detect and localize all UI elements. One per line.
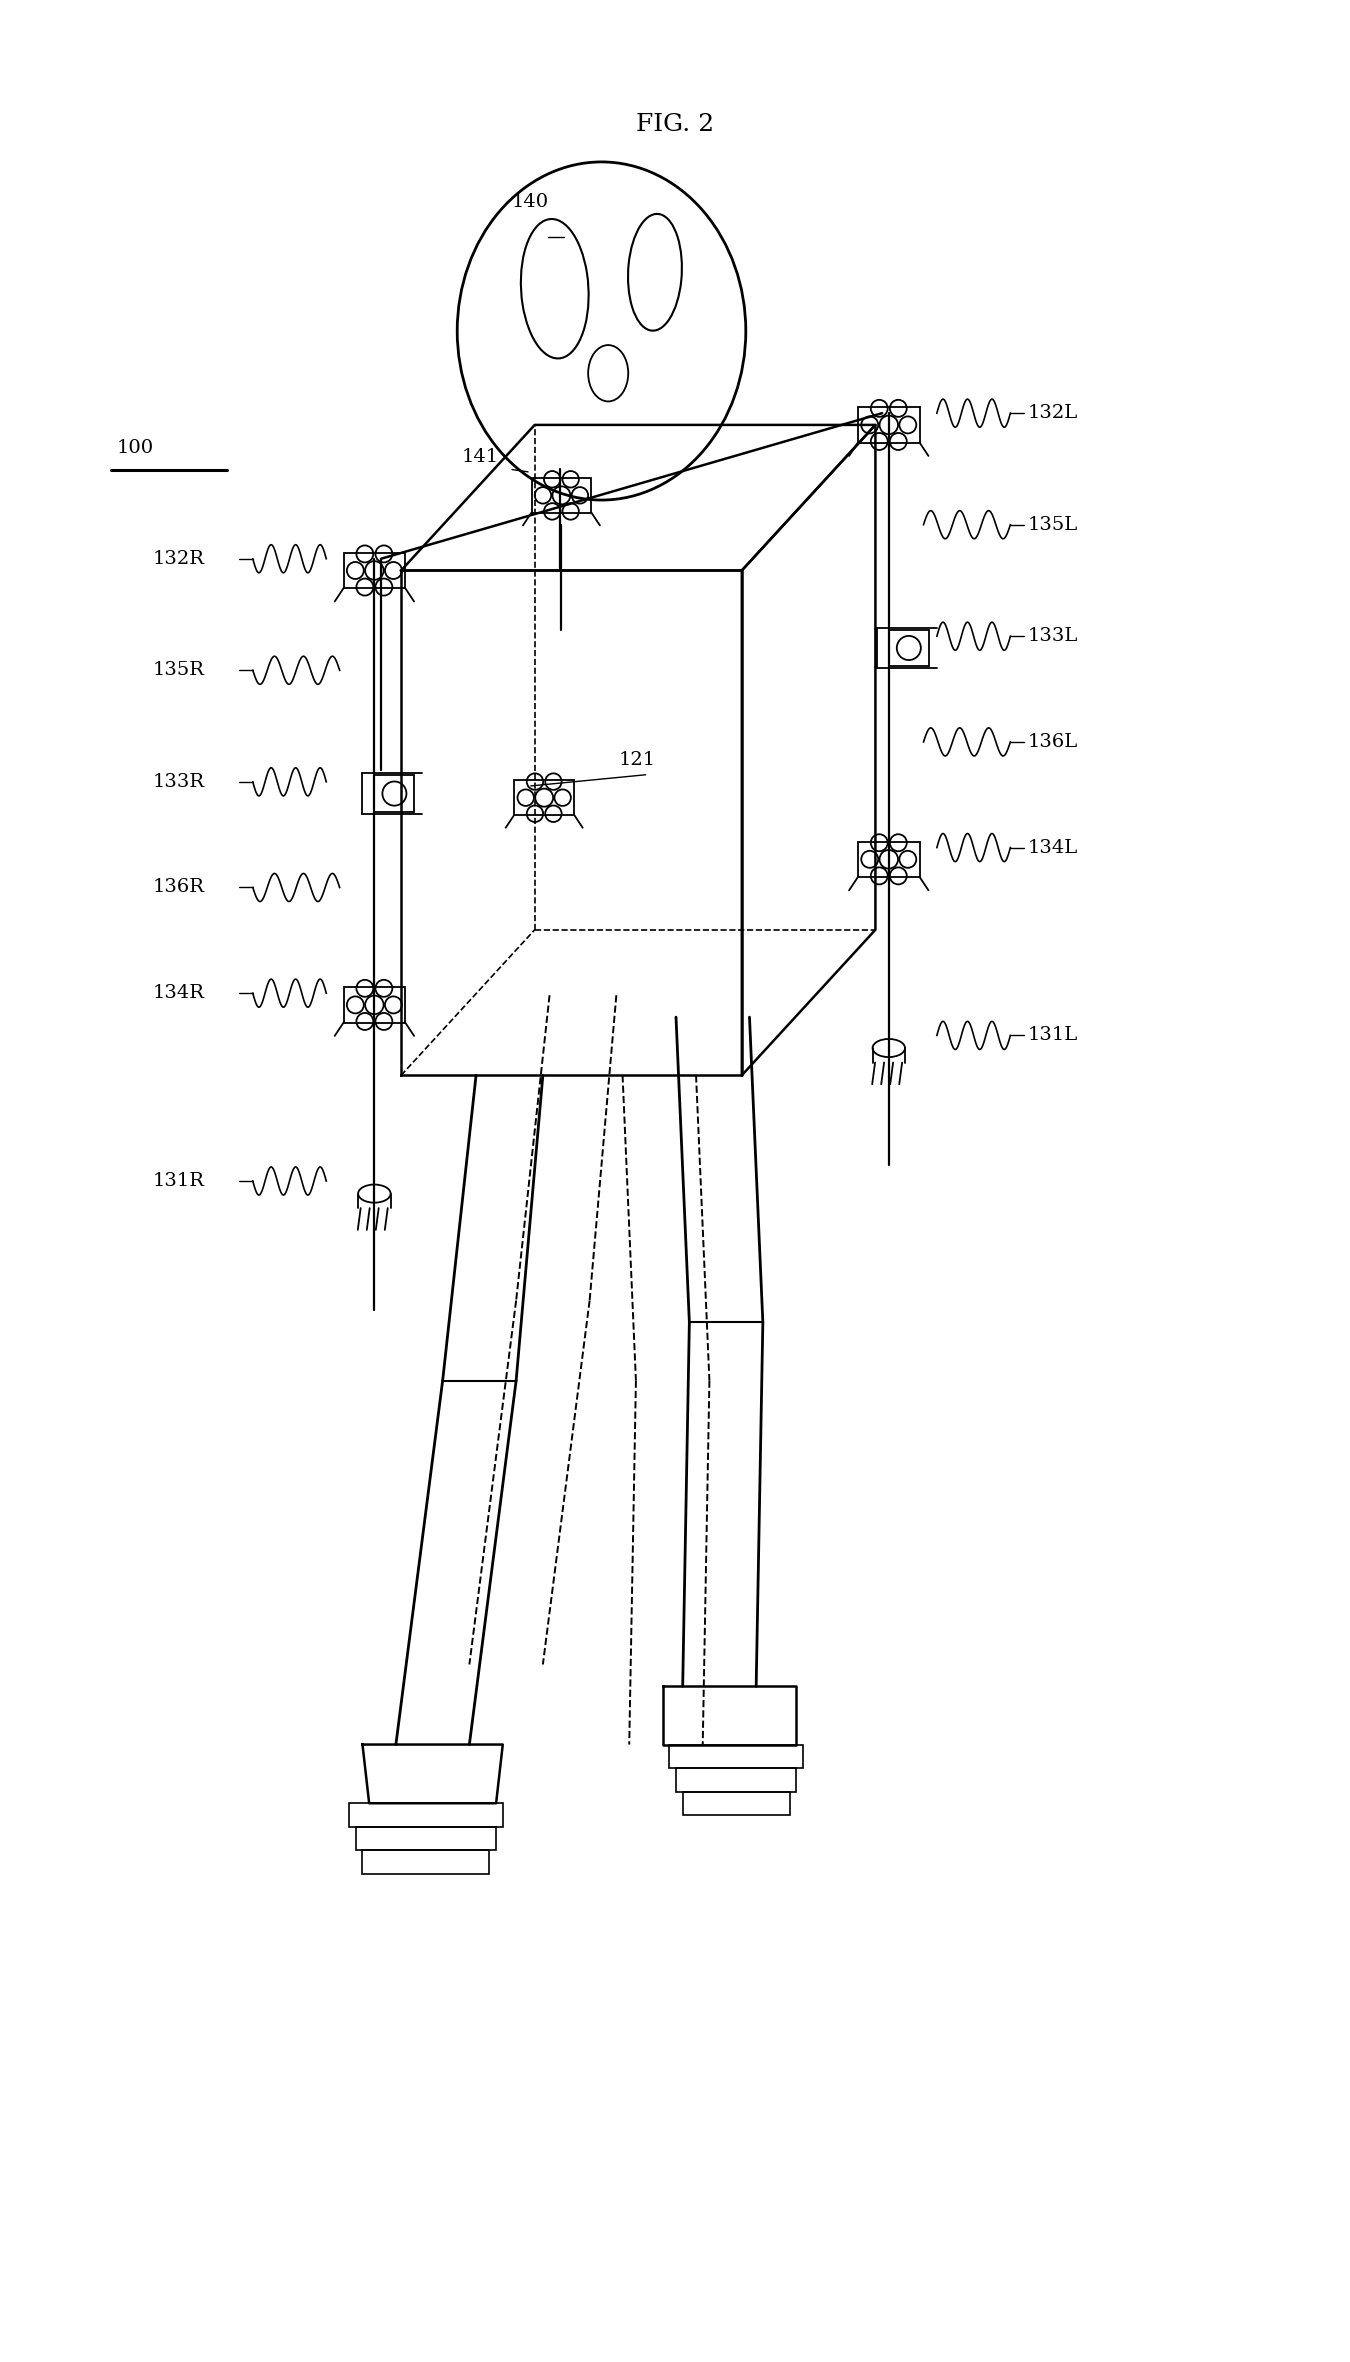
Text: 140: 140 bbox=[512, 194, 549, 210]
Bar bbox=[356, 1826, 495, 1849]
Text: 141: 141 bbox=[462, 449, 498, 465]
Bar bbox=[857, 406, 919, 442]
Text: 134L: 134L bbox=[1027, 839, 1079, 857]
Text: 133R: 133R bbox=[153, 772, 205, 791]
Text: 135L: 135L bbox=[1027, 515, 1079, 534]
Text: 132L: 132L bbox=[1027, 404, 1079, 423]
Text: 135R: 135R bbox=[153, 661, 205, 680]
Text: 134R: 134R bbox=[153, 985, 205, 1001]
Bar bbox=[350, 1802, 502, 1826]
Text: 136L: 136L bbox=[1027, 732, 1079, 751]
Text: 131R: 131R bbox=[153, 1172, 205, 1190]
Bar bbox=[857, 841, 919, 876]
Bar bbox=[363, 1849, 490, 1873]
Text: 100: 100 bbox=[116, 439, 154, 458]
Bar bbox=[532, 477, 591, 513]
Text: 121: 121 bbox=[618, 751, 656, 770]
Bar bbox=[343, 553, 405, 588]
Text: 132R: 132R bbox=[153, 550, 205, 567]
Text: FIG. 2: FIG. 2 bbox=[636, 113, 714, 137]
Bar bbox=[374, 775, 414, 813]
Text: 136R: 136R bbox=[153, 879, 205, 898]
Bar bbox=[676, 1769, 796, 1793]
Bar bbox=[343, 987, 405, 1023]
Bar bbox=[670, 1746, 803, 1769]
Bar bbox=[888, 631, 929, 666]
Bar bbox=[683, 1793, 790, 1816]
Text: 133L: 133L bbox=[1027, 628, 1079, 645]
Bar bbox=[514, 779, 574, 815]
Text: 131L: 131L bbox=[1027, 1027, 1079, 1044]
